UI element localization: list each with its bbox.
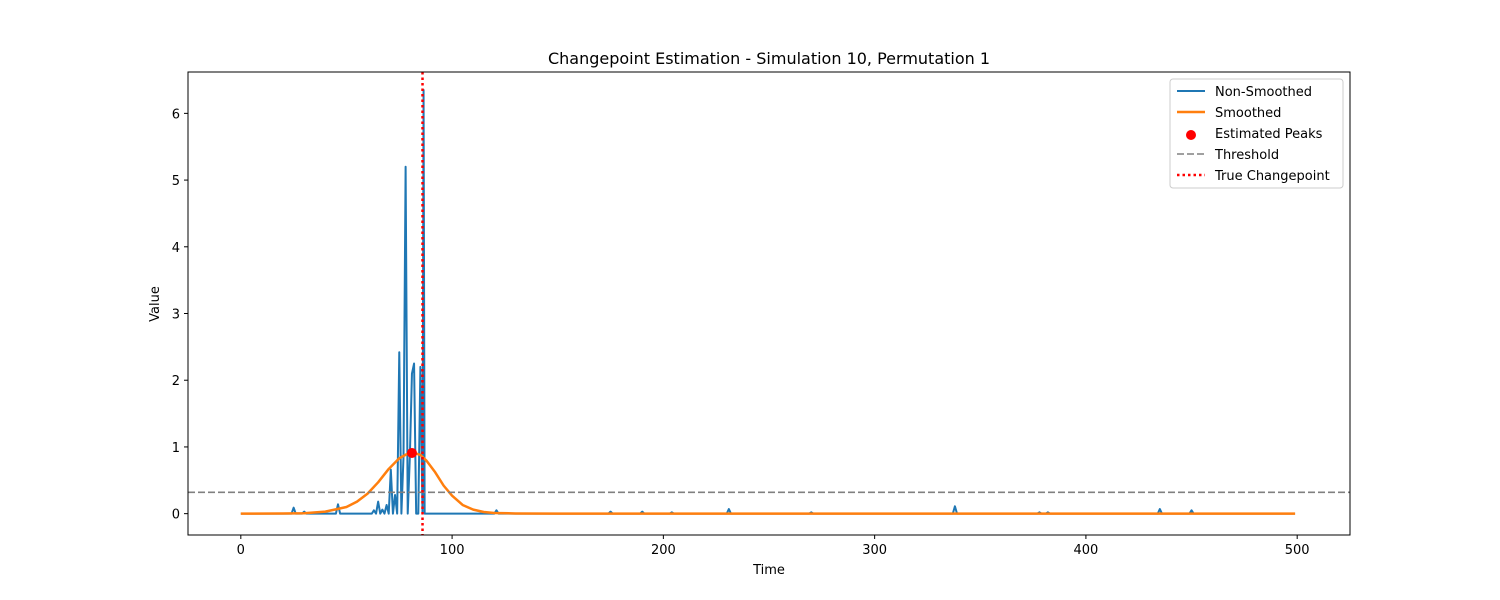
legend: Non-Smoothed Smoothed Estimated Peaks Thres… bbox=[1169, 78, 1344, 189]
y-tick-label: 5 bbox=[172, 174, 180, 189]
x-tick-label: 400 bbox=[1073, 543, 1098, 558]
series-line-non-smoothed bbox=[240, 89, 1296, 515]
y-tick-label: 4 bbox=[172, 241, 180, 256]
y-tick-label: 0 bbox=[172, 508, 180, 523]
estimated-peak-point bbox=[406, 447, 417, 458]
plot-area bbox=[188, 72, 1350, 535]
x-tick-label: 500 bbox=[1285, 543, 1310, 558]
legend-label: True Changepoint bbox=[1214, 169, 1330, 184]
y-tick-label: 2 bbox=[172, 374, 180, 389]
y-tick-label: 1 bbox=[172, 441, 180, 456]
legend-label: Threshold bbox=[1214, 148, 1279, 163]
legend-label: Non-Smoothed bbox=[1215, 85, 1312, 100]
plot-series-group bbox=[188, 72, 1350, 535]
series-line-smoothed bbox=[240, 451, 1296, 515]
x-axis-label: Time bbox=[752, 563, 785, 578]
x-tick-label: 100 bbox=[440, 543, 465, 558]
x-tick-label: 200 bbox=[651, 543, 676, 558]
y-tick-label: 6 bbox=[172, 107, 180, 122]
chart-title: Changepoint Estimation - Simulation 10, … bbox=[548, 49, 990, 68]
axes-frame bbox=[187, 71, 1351, 536]
legend-label: Estimated Peaks bbox=[1215, 127, 1323, 142]
axes: 0 100 200 300 400 500 0 1 2 3 4 5 6 bbox=[172, 71, 1351, 558]
x-tick-label: 300 bbox=[862, 543, 887, 558]
y-axis-label: Value bbox=[148, 286, 163, 322]
legend-label: Smoothed bbox=[1215, 106, 1281, 121]
y-tick-label: 3 bbox=[172, 308, 180, 323]
legend-swatch-peaks bbox=[1186, 130, 1196, 140]
x-tick-label: 0 bbox=[237, 543, 245, 558]
legend-box bbox=[1169, 78, 1344, 189]
